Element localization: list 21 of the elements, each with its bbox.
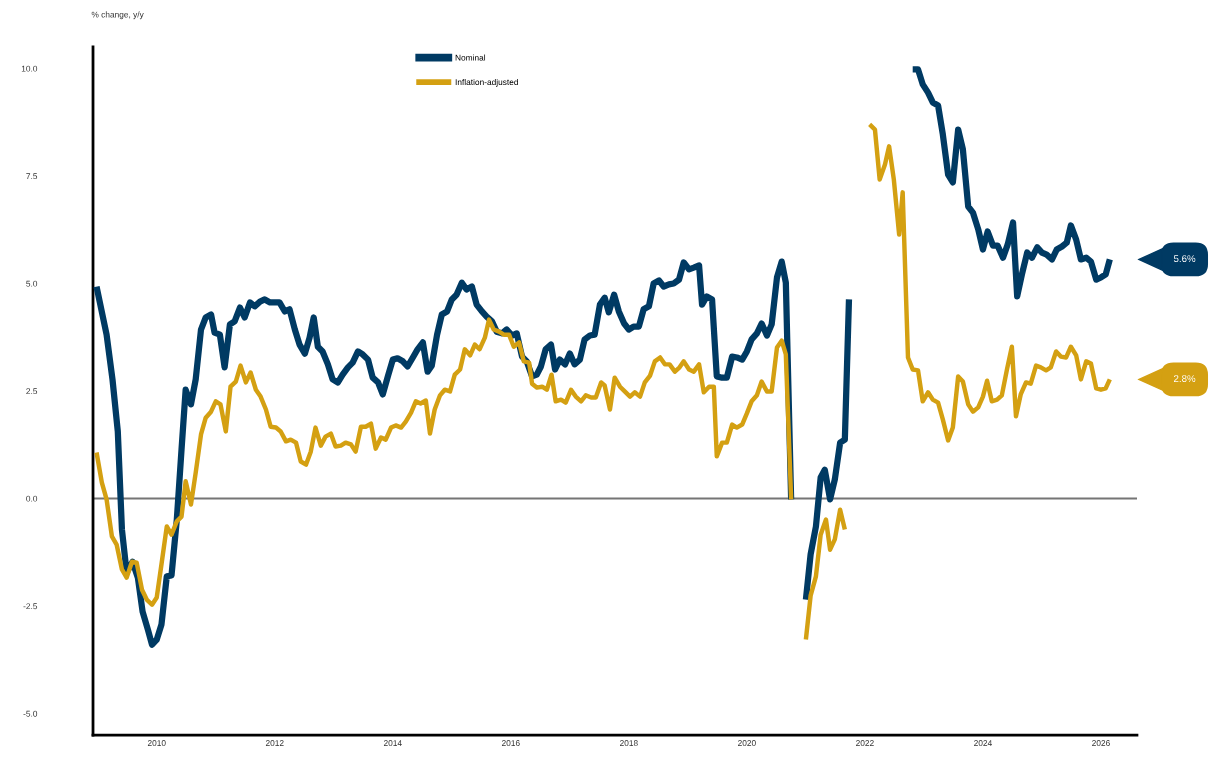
x-tick-label: 2022 [856, 740, 874, 747]
y-tick-label: 10.0 [21, 65, 38, 72]
y-tick-label: 0.0 [26, 495, 38, 502]
y-tick-label: 7.5 [26, 173, 38, 180]
y-tick-label: 5.0 [26, 280, 38, 287]
text: 2.8% [1173, 375, 1196, 383]
x-tick-label: 2016 [501, 740, 520, 747]
x-tick-label: 2012 [265, 740, 284, 747]
x-tick-label: 2014 [383, 740, 402, 747]
legend-label: Nominal [455, 54, 486, 61]
y-tick-label: -5.0 [23, 710, 38, 717]
x-tick-label: 2018 [620, 740, 638, 747]
x-tick-label: 2010 [147, 740, 166, 747]
y-tick-label: -2.5 [23, 603, 38, 610]
chart-title: % change, y/y [91, 11, 144, 20]
y-tick-label: 2.5 [26, 388, 38, 395]
text: 5.6% [1173, 255, 1196, 263]
x-tick-label: 2020 [738, 740, 756, 747]
x-tick-label: 2024 [974, 740, 992, 747]
legend-label: Inflation-adjusted [455, 78, 518, 87]
x-tick-label: 2026 [1092, 740, 1110, 747]
